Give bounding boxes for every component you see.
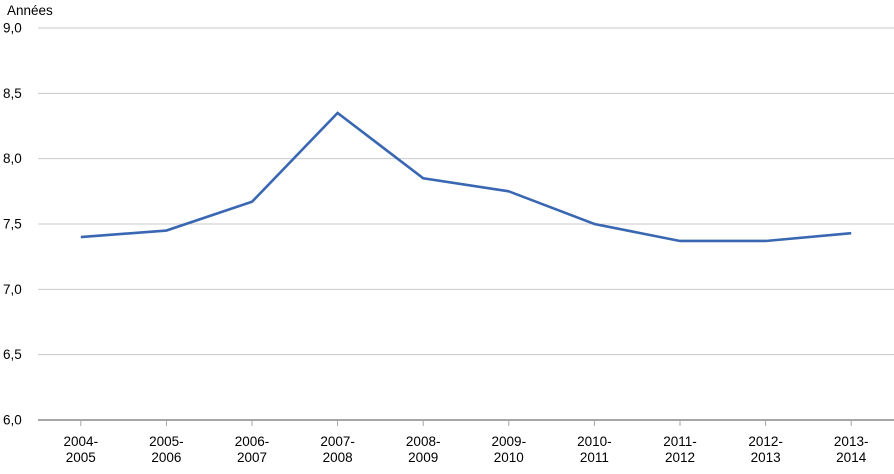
x-tick-label: 2005-2006 [149, 434, 184, 465]
x-tick-label: 2008-2009 [406, 434, 441, 465]
y-tick-label: 6,0 [3, 413, 22, 428]
y-tick-label: 8,5 [3, 86, 22, 101]
x-tick-label: 2011-2012 [663, 434, 697, 465]
x-tick-label: 2007-2008 [320, 434, 355, 465]
y-tick-label: 7,0 [3, 282, 22, 297]
x-tick-label: 2013-2014 [834, 434, 869, 465]
y-tick-label: 9,0 [3, 21, 22, 36]
x-tick-label: 2009-2010 [492, 434, 527, 465]
x-tick-label: 2006-2007 [235, 434, 270, 465]
y-tick-label: 6,5 [3, 347, 22, 362]
x-tick-label: 2010-2011 [577, 434, 612, 465]
x-tick-label: 2004-2005 [64, 434, 99, 465]
x-tick-label: 2012-2013 [748, 434, 783, 465]
y-axis-unit-label: Années [7, 3, 53, 18]
y-tick-label: 7,5 [3, 217, 22, 232]
data-line [80, 111, 852, 243]
y-tick-label: 8,0 [3, 151, 22, 166]
